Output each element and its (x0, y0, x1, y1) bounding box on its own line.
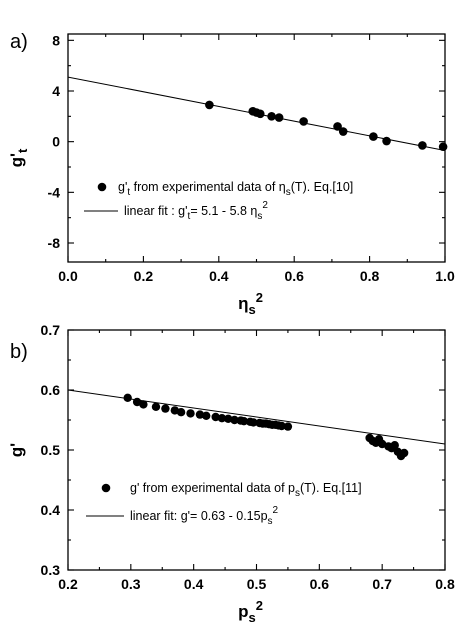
y-axis-title-sub: t (15, 148, 30, 153)
data-point (176, 408, 186, 417)
y-tick-label: 0.6 (41, 382, 61, 398)
data-point (230, 415, 239, 425)
legend-text: (T). Eq.[11] (300, 481, 362, 495)
data-point (123, 393, 132, 402)
y-tick-label: 0.3 (41, 562, 61, 578)
legend-points-label: g't from experimental data of ηs(T). Eq.… (118, 180, 353, 198)
data-point (382, 136, 391, 146)
legend-text: g' from experimental data of p (130, 481, 295, 495)
data-point (283, 422, 293, 431)
data-point (139, 400, 148, 409)
legend-text-sub: s (286, 187, 291, 198)
legend: g' from experimental data of ps(T). Eq.[… (86, 481, 362, 527)
panel-label: a) (10, 31, 28, 53)
data-point (333, 122, 342, 131)
data-point (211, 412, 220, 422)
legend-text: linear fit: g'= 0.63 - 0.15p (130, 509, 268, 523)
legend-marker (97, 182, 107, 192)
data-point (255, 109, 265, 119)
data-point (161, 404, 170, 413)
x-tick-label: 0.6 (310, 576, 330, 592)
x-axis-title-main: p (238, 602, 248, 621)
data-point (249, 418, 258, 427)
x-axis-title: ps2 (238, 598, 263, 625)
data-point (186, 409, 195, 418)
y-tick-label: 4 (52, 83, 60, 99)
y-tick-label: 8 (52, 32, 60, 48)
data-point (399, 448, 409, 458)
data-point (224, 414, 233, 423)
x-axis-title-sup: 2 (256, 290, 263, 305)
data-point (277, 421, 286, 431)
y-tick-label: -8 (48, 235, 61, 251)
data-point (267, 112, 276, 121)
y-axis-title: g't (7, 148, 30, 167)
x-axis-title-sub: s (248, 610, 255, 625)
data-point (195, 410, 205, 419)
legend-text-sup: 2 (262, 200, 268, 211)
x-axis-title-main: η (238, 294, 248, 313)
y-tick-label: -4 (48, 184, 61, 200)
y-axis-title-main: g' (7, 153, 26, 167)
legend-text: g' (118, 180, 127, 194)
x-tick-label: 0.4 (209, 268, 229, 284)
panel-b: b)0.2 0.3 0.4 0.5 0.6 0.7 0.80.30.40.50.60.7ps… (7, 322, 455, 625)
legend-text-sub: s (257, 211, 262, 222)
legend-marker (101, 483, 111, 493)
y-tick-label: 0.7 (41, 322, 61, 338)
panel-label: b) (10, 341, 28, 363)
data-point (239, 417, 249, 426)
data-point (205, 100, 214, 110)
y-axis-title: g' (7, 443, 26, 457)
data-point (438, 142, 448, 152)
legend-text: linear fit : g' (124, 204, 188, 218)
x-tick-label: 0.4 (184, 576, 204, 592)
legend-points-label: g' from experimental data of ps(T). Eq.[… (130, 481, 362, 499)
data-point (217, 414, 227, 423)
x-tick-label: 0.3 (121, 576, 141, 592)
legend-text: = 5.1 - 5.8 η (190, 204, 257, 218)
data-point (299, 117, 308, 126)
legend-fit-label: linear fit : g't= 5.1 - 5.8 ηs2 (124, 200, 268, 222)
legend-text: (T). Eq.[10] (291, 180, 354, 194)
x-axis-title: ηs2 (238, 290, 263, 317)
legend-text: from experimental data of η (130, 180, 286, 194)
x-tick-label: 0.8 (360, 268, 380, 284)
y-tick-label: 0.5 (41, 442, 61, 458)
legend-fit-label: linear fit: g'= 0.63 - 0.15ps2 (130, 505, 279, 527)
x-tick-label: 0.6 (284, 268, 304, 284)
y-tick-label: 0 (52, 134, 60, 150)
x-tick-label: 0.7 (372, 576, 392, 592)
plot-frame (67, 329, 446, 571)
x-axis-title-sup: 2 (256, 598, 263, 613)
legend-text-sub: t (188, 211, 191, 222)
data-point (369, 132, 378, 141)
x-axis-title-sub: s (248, 302, 255, 317)
legend-text-sup: 2 (273, 505, 279, 516)
data-point (151, 402, 161, 411)
data-point (202, 411, 211, 420)
x-tick-label: 1.0 (435, 268, 455, 284)
x-tick-label: 0.0 (58, 268, 78, 284)
legend: g't from experimental data of ηs(T). Eq.… (84, 180, 353, 222)
legend-text-sub: s (295, 488, 300, 499)
data-point (274, 113, 284, 122)
plot-frame (67, 33, 446, 263)
data-point (418, 141, 427, 150)
legend-text-sub: t (127, 187, 130, 198)
legend-text-sub: s (268, 516, 273, 527)
x-tick-label: 0.2 (58, 576, 78, 592)
x-tick-label: 0.5 (247, 576, 267, 592)
x-tick-label: 0.8 (435, 576, 455, 592)
data-point (338, 127, 348, 136)
x-tick-label: 0.2 (134, 268, 154, 284)
y-tick-label: 0.4 (41, 502, 61, 518)
data-point (390, 441, 399, 450)
